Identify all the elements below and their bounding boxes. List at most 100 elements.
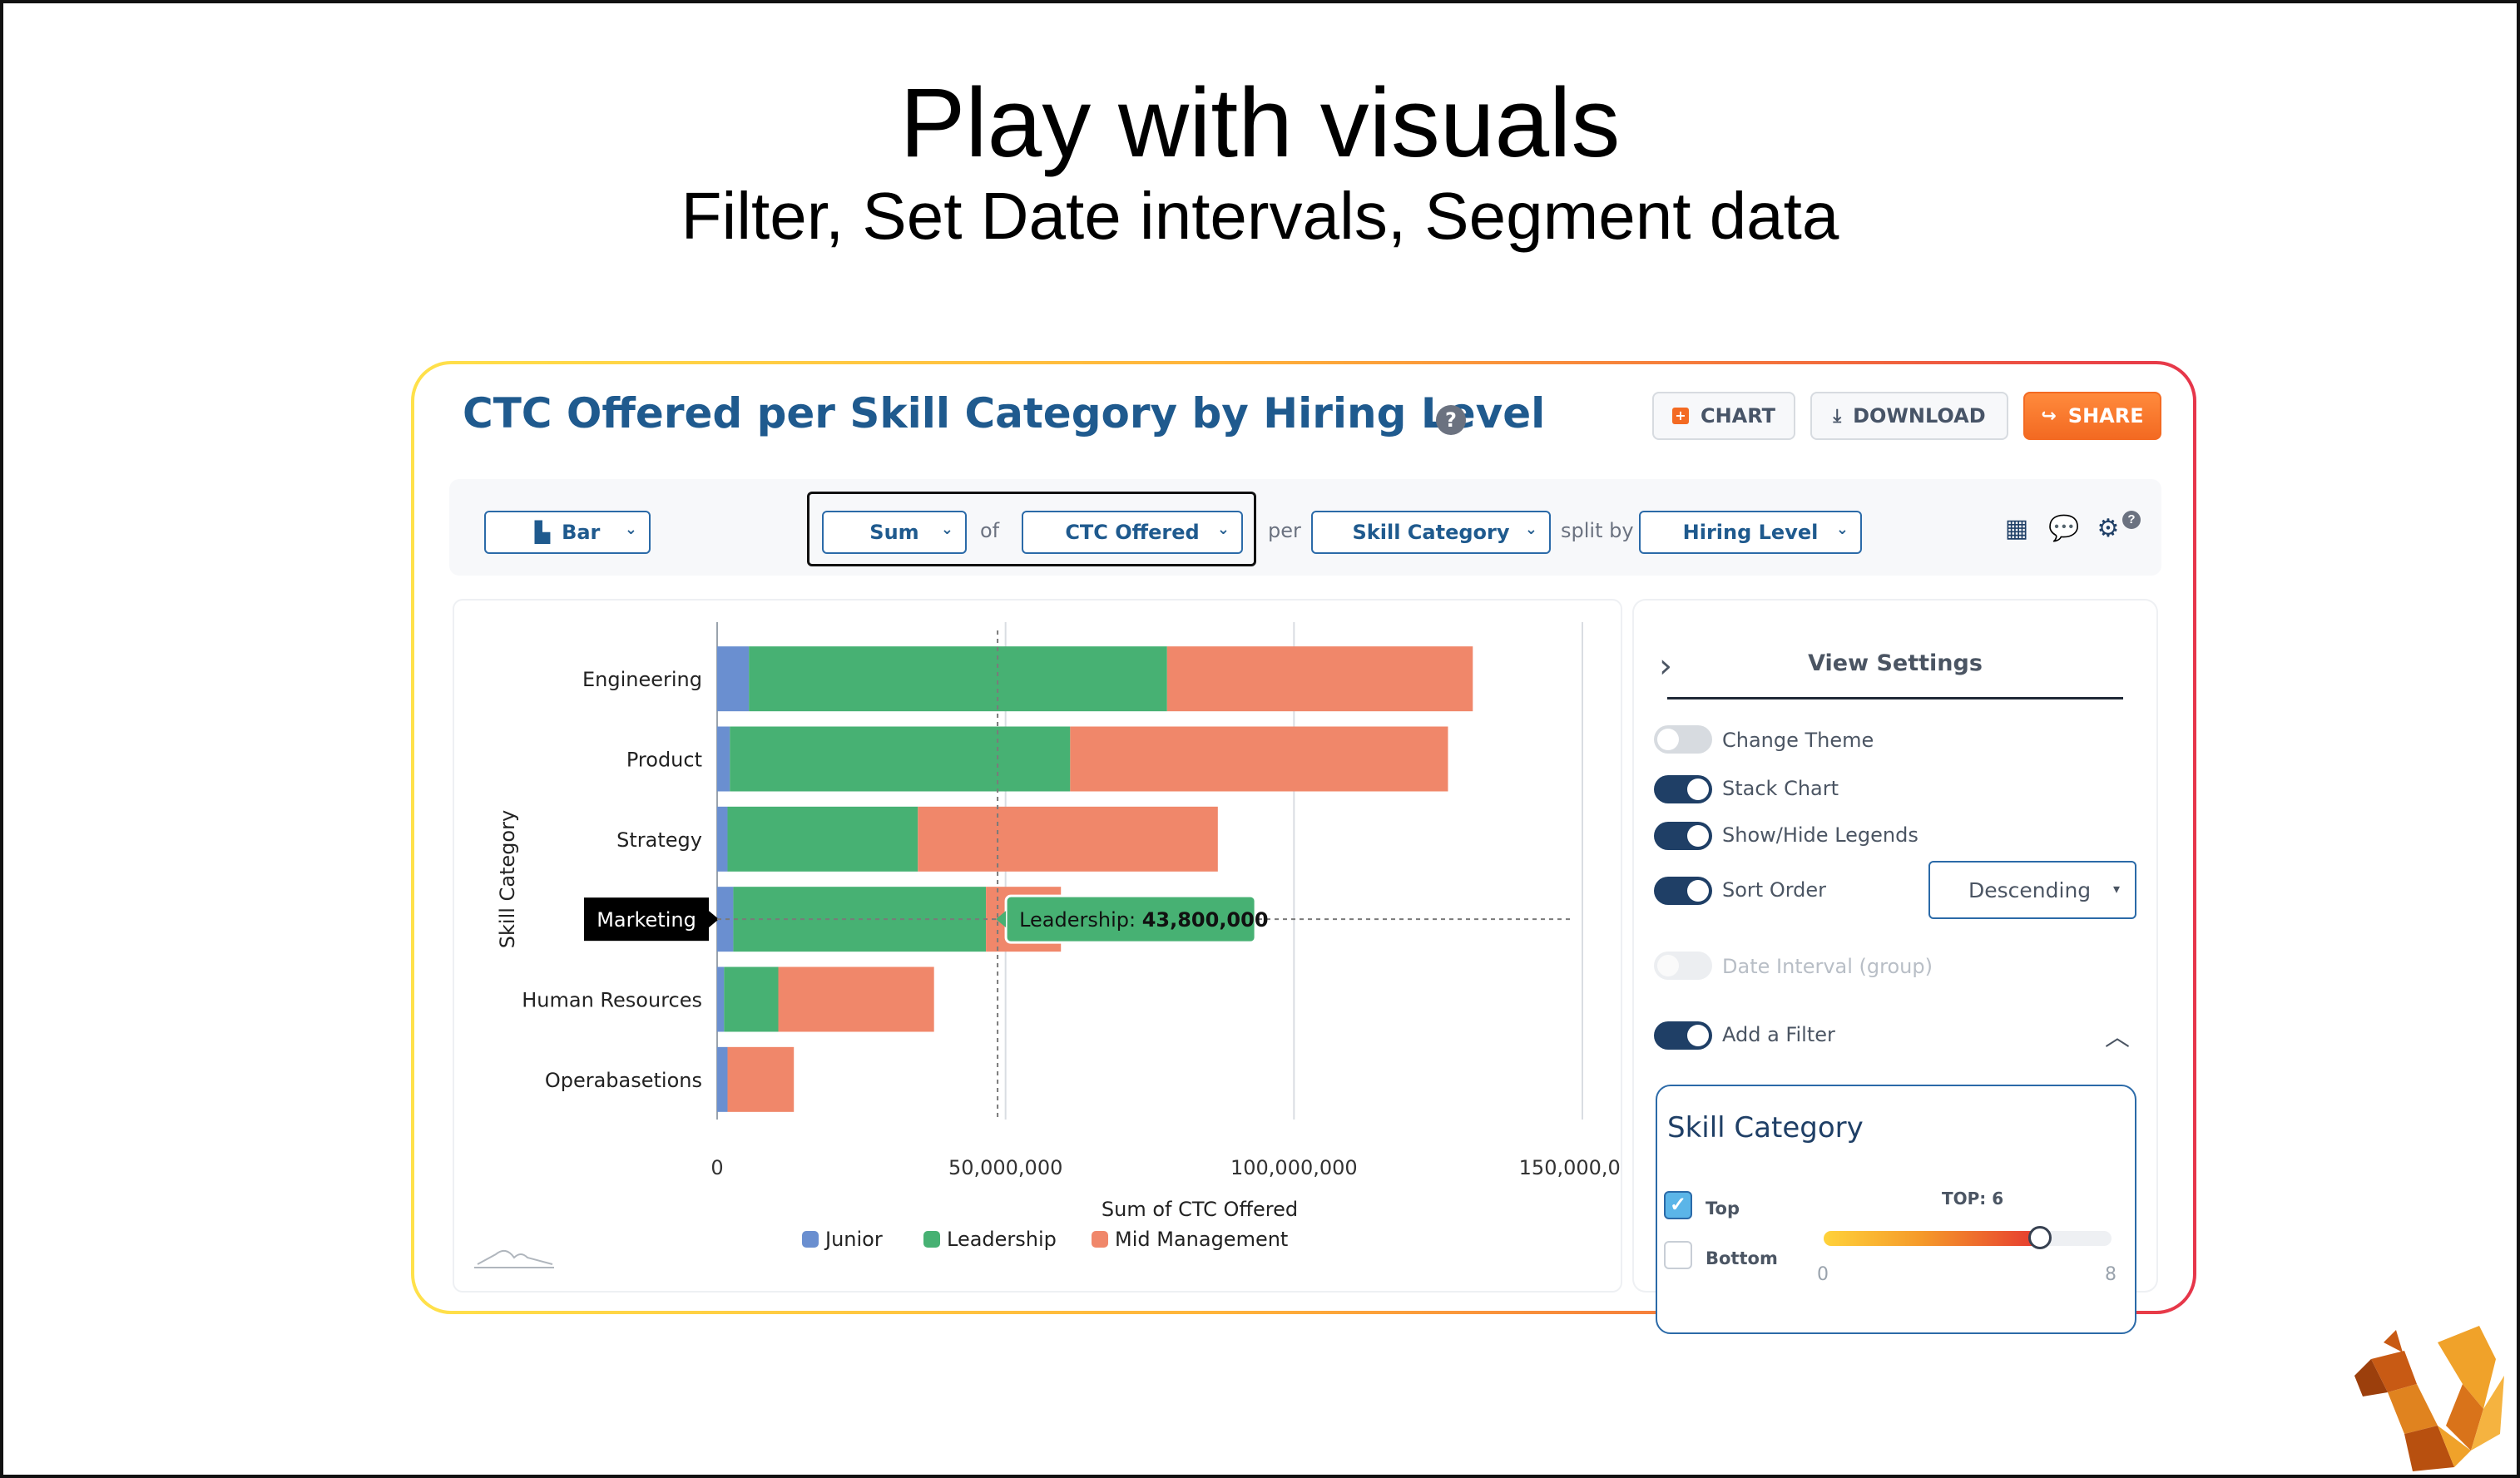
y-tick-label: Operabasetions [545, 1069, 702, 1092]
legend-swatch [923, 1231, 940, 1248]
measure-dropdown[interactable]: CTC Offered ⌄ [1022, 511, 1243, 554]
chart-type-value: Bar [562, 521, 601, 544]
date-interval-label: Date Interval (group) [1722, 955, 1933, 978]
slider-value-label: TOP: 6 [1942, 1189, 2004, 1209]
y-tick-label: Engineering [582, 668, 702, 691]
filter-title: Skill Category [1667, 1111, 1864, 1144]
filter-card [1656, 1085, 2136, 1334]
x-tick-label: 50,000,000 [948, 1156, 1062, 1179]
legend-swatch [802, 1231, 819, 1248]
comment-icon[interactable]: 💬 [2048, 515, 2080, 542]
top-checkbox[interactable]: ✓ [1664, 1191, 1692, 1219]
chevron-up-icon[interactable]: ︿ [2105, 1023, 2130, 1052]
split-by-label: split by [1561, 519, 1634, 542]
query-toolbar [449, 479, 2161, 576]
download-icon: ⤓ [1833, 405, 1842, 427]
date-interval-toggle[interactable] [1654, 952, 1712, 980]
share-button-label: SHARE [2067, 404, 2144, 428]
bar-segment [749, 646, 1167, 712]
legend-label: Mid Management [1115, 1228, 1288, 1251]
stack-chart-label: Stack Chart [1722, 777, 1839, 800]
y-tick-label: Marketing [597, 908, 696, 932]
sort-order-toggle[interactable] [1654, 877, 1712, 905]
slider-min-label: 0 [1817, 1264, 1829, 1285]
tooltip-label: Leadership: 43,800,000 [1019, 908, 1268, 932]
top-n-slider-fill [1824, 1231, 2040, 1246]
chart-title: CTC Offered per Skill Category by Hiring… [463, 389, 1546, 437]
chevron-down-icon: ⌄ [624, 521, 637, 538]
view-settings-underline [1667, 697, 2123, 699]
change-theme-label: Change Theme [1722, 729, 1874, 752]
stack-chart-toggle[interactable] [1654, 775, 1712, 803]
bar-segment [724, 966, 779, 1032]
hover-category-box [584, 897, 709, 942]
bar-segment [1166, 646, 1473, 712]
bar-segment [717, 726, 730, 792]
bar-chart-icon: ▙ [534, 521, 551, 544]
bar-segment [1070, 726, 1448, 792]
share-button[interactable]: ↪ SHARE [2023, 392, 2161, 440]
add-filter-toggle[interactable] [1654, 1021, 1712, 1050]
x-tick-label: 0 [710, 1156, 723, 1179]
bottom-checkbox-label: Bottom [1706, 1248, 1778, 1268]
slide-title: Play with visuals [899, 68, 1621, 178]
aggregation-dropdown[interactable]: Sum ⌄ [822, 511, 967, 554]
chart-type-dropdown[interactable]: ▙ Bar ⌄ [484, 511, 651, 554]
bar-segment [717, 887, 734, 952]
x-tick-label: 100,000,000 [1230, 1156, 1358, 1179]
hover-category-pointer [709, 911, 719, 928]
chevron-down-icon: ⌄ [1216, 521, 1230, 538]
split-dimension-dropdown[interactable]: Hiring Level ⌄ [1639, 511, 1862, 554]
sort-order-value: Descending [1968, 877, 2092, 902]
y-tick-label: Product [626, 749, 702, 772]
bottom-checkbox[interactable] [1664, 1241, 1692, 1269]
caret-down-icon: ▾ [2112, 881, 2120, 897]
show-hide-legends-label: Show/Hide Legends [1722, 823, 1918, 847]
bar-segment [727, 1046, 795, 1112]
bar-chart: Engineering Product Strategy Marketing Human… [474, 622, 1621, 1268]
sort-order-label: Sort Order [1722, 878, 1827, 902]
x-tick-label: 150,000,000 [1519, 1156, 1621, 1179]
download-button[interactable]: ⤓ DOWNLOAD [1810, 392, 2008, 440]
bar-segment [717, 1046, 728, 1112]
collapse-panel-icon[interactable]: › [1659, 647, 1672, 685]
x-axis-title: Sum of CTC Offered [1102, 1198, 1298, 1221]
view-settings-title: View Settings [1808, 650, 1983, 676]
per-label: per [1268, 519, 1301, 542]
bar-segment [717, 966, 725, 1032]
gear-icon[interactable]: ⚙ [2097, 515, 2120, 542]
bar-segment [727, 806, 918, 872]
mini-preview-icon [477, 1249, 553, 1265]
chart-button[interactable]: + CHART [1652, 392, 1795, 440]
bar-segment [717, 646, 750, 712]
table-view-icon[interactable]: ▦ [2004, 515, 2029, 542]
help-icon[interactable]: ? [1436, 405, 1466, 435]
tooltip-value: 43,800,000 [1142, 908, 1269, 932]
show-hide-legends-toggle[interactable] [1654, 822, 1712, 850]
change-theme-toggle[interactable] [1654, 725, 1712, 754]
bar-segment [717, 806, 728, 872]
sort-order-dropdown[interactable]: Descending ▾ [1928, 861, 2136, 919]
slider-max-label: 8 [2105, 1264, 2117, 1285]
bar-segment [918, 806, 1218, 872]
download-button-label: DOWNLOAD [1853, 404, 1986, 428]
bar-segment [730, 726, 1071, 792]
top-n-slider-thumb[interactable] [2027, 1226, 2052, 1249]
aggregation-highlight [807, 492, 1256, 566]
chevron-down-icon: ⌄ [1524, 521, 1537, 538]
add-filter-label: Add a Filter [1722, 1023, 1835, 1046]
split-dimension-value: Hiring Level [1682, 521, 1819, 544]
gear-help-badge: ? [2122, 511, 2141, 529]
aggregation-value: Sum [869, 521, 919, 544]
y-axis-title: Skill Category [496, 810, 519, 948]
chevron-down-icon: ⌄ [1835, 521, 1849, 538]
y-tick-label: Strategy [616, 828, 702, 852]
legend-label: Leadership [947, 1228, 1057, 1251]
measure-value: CTC Offered [1065, 521, 1200, 544]
share-icon: ↪ [2041, 405, 2057, 427]
dimension-dropdown[interactable]: Skill Category ⌄ [1311, 511, 1551, 554]
legend-swatch [1092, 1231, 1108, 1248]
top-checkbox-label: Top [1706, 1199, 1740, 1218]
squirrel-logo [2354, 1326, 2504, 1471]
